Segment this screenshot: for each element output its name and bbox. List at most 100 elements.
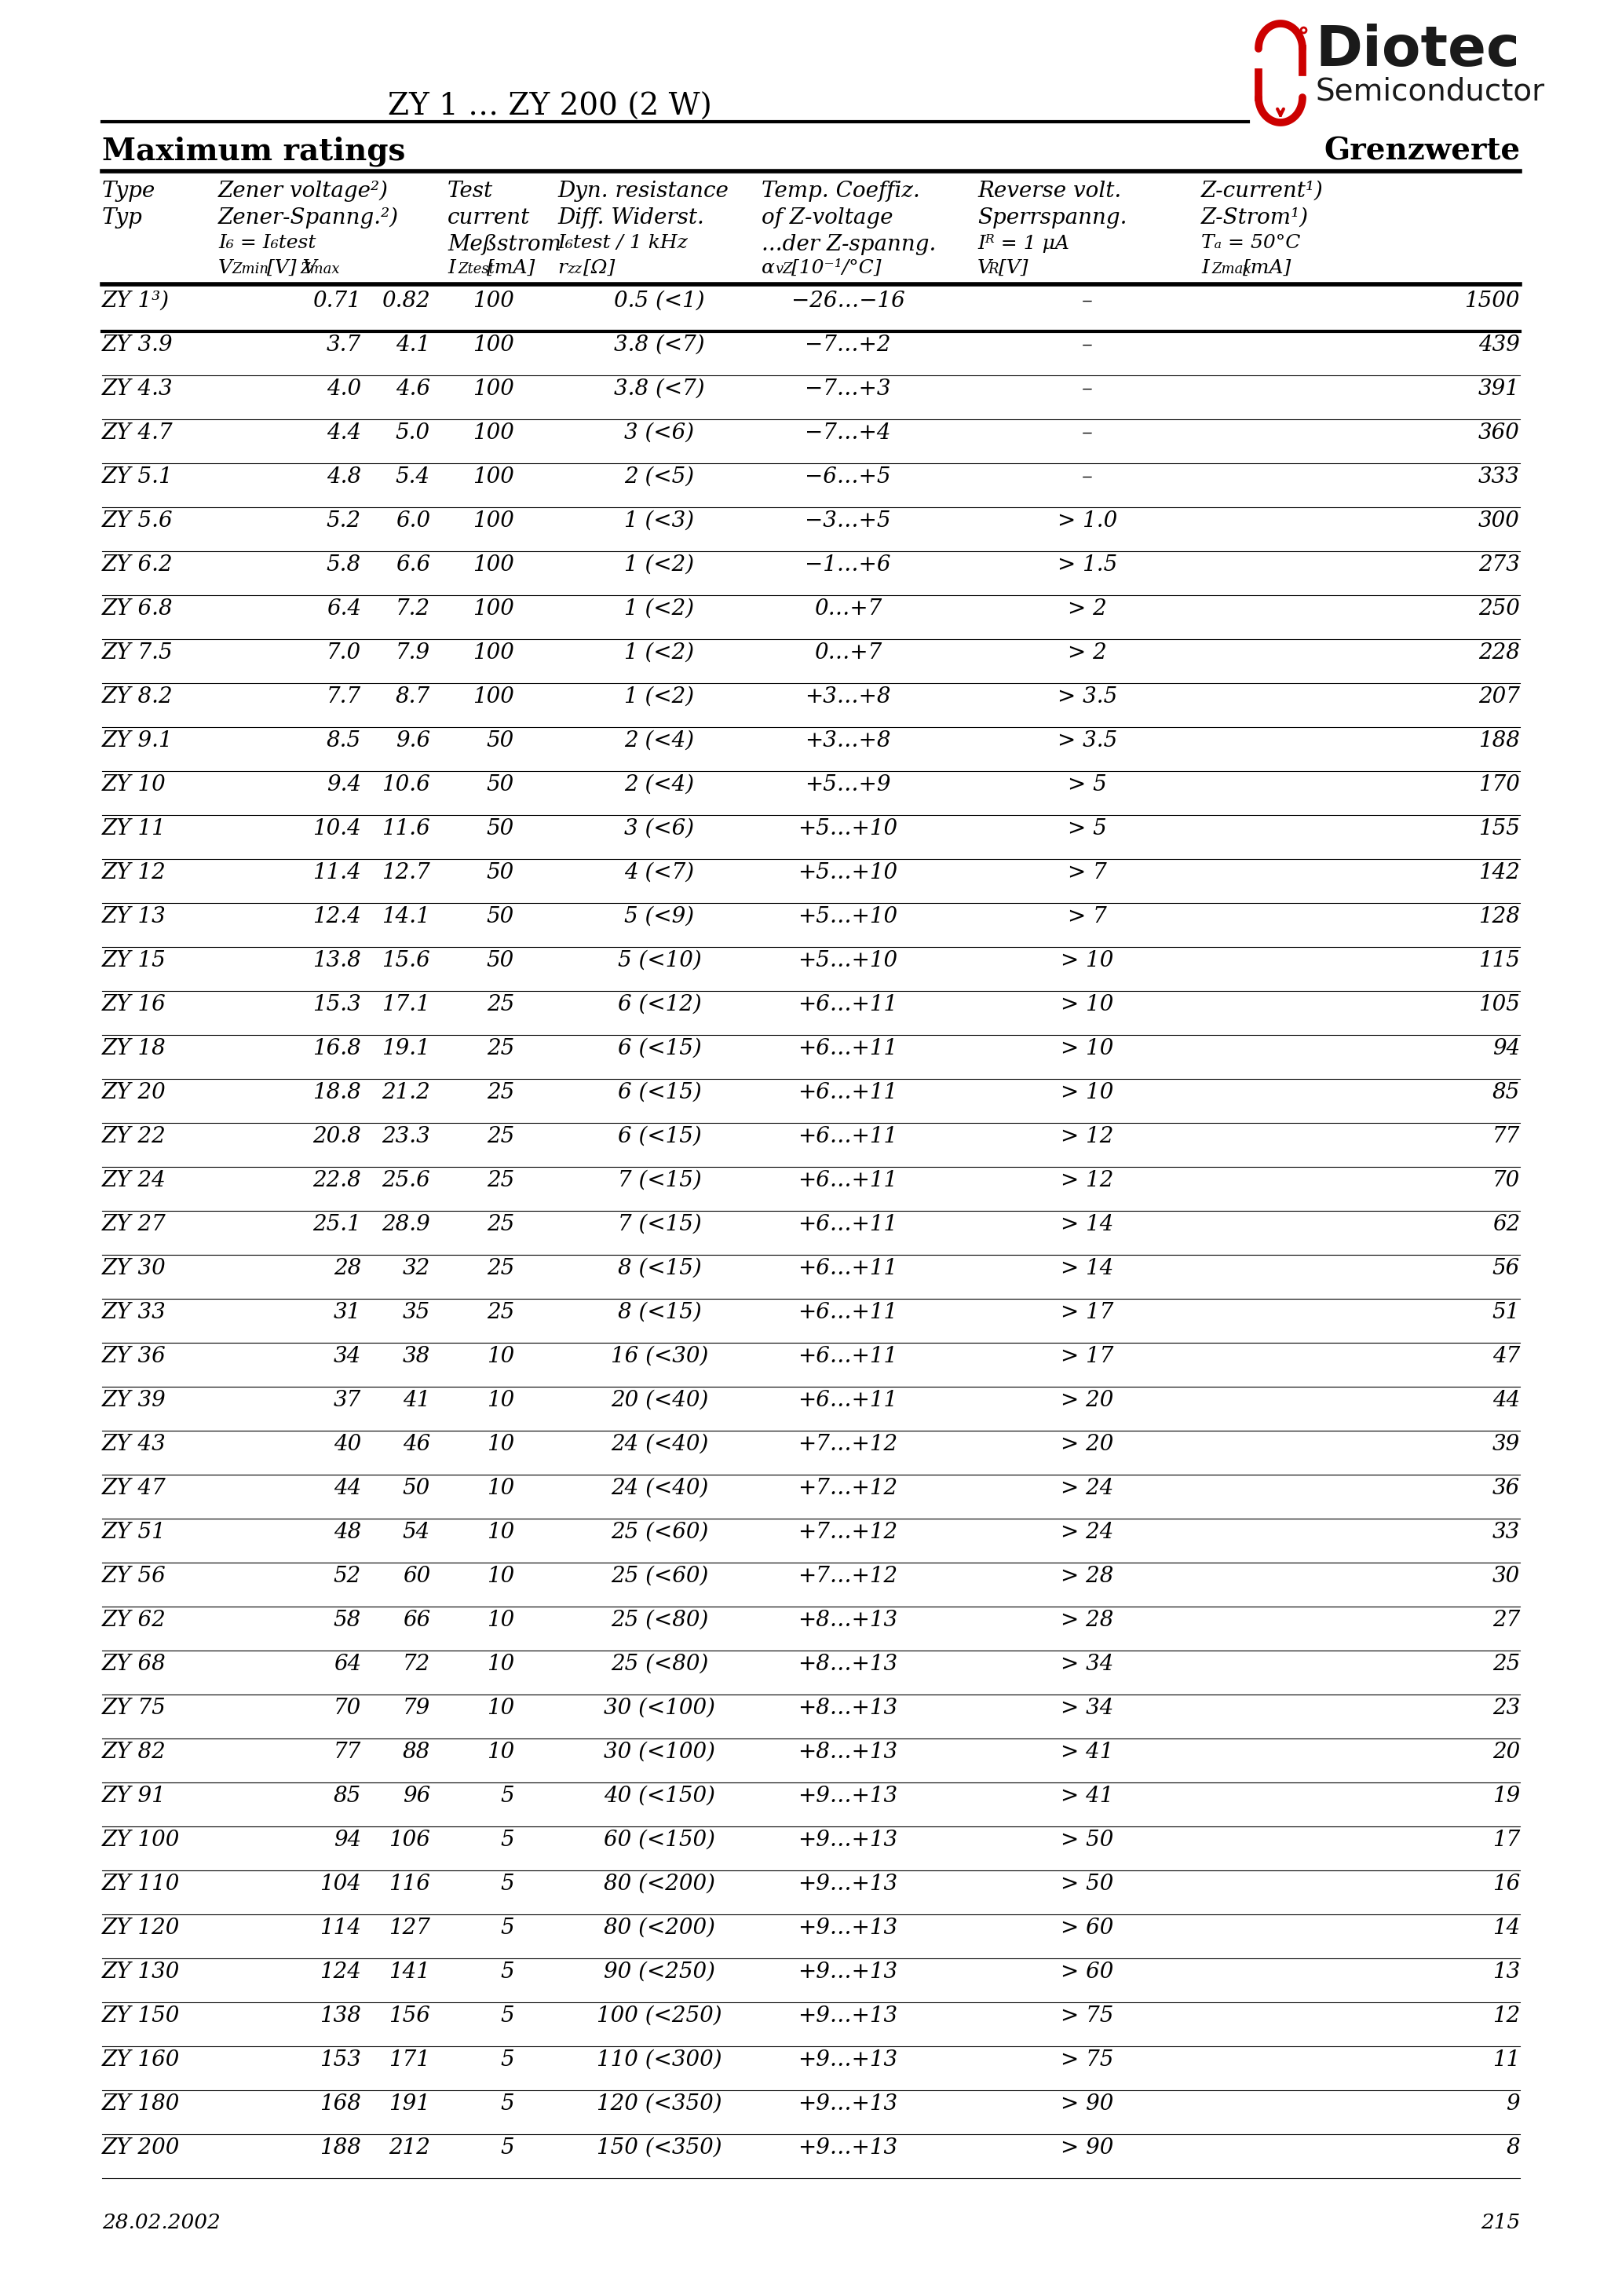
Text: 10.6: 10.6: [381, 774, 430, 794]
Text: ZY 4.3: ZY 4.3: [102, 379, 174, 400]
Text: 168: 168: [320, 2094, 362, 2115]
Text: 5: 5: [501, 1917, 514, 1938]
Text: +5…+10: +5…+10: [798, 951, 899, 971]
Text: 40 (<150): 40 (<150): [603, 1786, 715, 1807]
Text: 188: 188: [320, 2138, 362, 2158]
Text: > 7: > 7: [1067, 907, 1106, 928]
Text: ZY 68: ZY 68: [102, 1653, 165, 1674]
Text: > 12: > 12: [1061, 1171, 1114, 1192]
Text: 94: 94: [334, 1830, 362, 1851]
Text: 391: 391: [1478, 379, 1520, 400]
Text: 46: 46: [402, 1433, 430, 1456]
Text: 5: 5: [501, 2138, 514, 2158]
Text: 70: 70: [1492, 1171, 1520, 1192]
Text: zz: zz: [566, 262, 582, 276]
Text: ZY 62: ZY 62: [102, 1609, 165, 1630]
Text: 28.02.2002: 28.02.2002: [102, 2213, 221, 2232]
Text: 5.2: 5.2: [326, 510, 362, 533]
Text: 25 (<80): 25 (<80): [610, 1653, 709, 1674]
Text: Zmax: Zmax: [1212, 262, 1251, 276]
Text: [V] V: [V] V: [268, 259, 316, 278]
Text: ZY 13: ZY 13: [102, 907, 165, 928]
Text: –: –: [1082, 466, 1093, 487]
Text: 80 (<200): 80 (<200): [603, 1874, 715, 1894]
Text: 25 (<60): 25 (<60): [610, 1522, 709, 1543]
Text: 94: 94: [1492, 1038, 1520, 1058]
Text: 80 (<200): 80 (<200): [603, 1917, 715, 1938]
Text: 10: 10: [487, 1566, 514, 1587]
Text: 21.2: 21.2: [381, 1081, 430, 1104]
Text: +6…+11: +6…+11: [798, 994, 899, 1015]
Text: 60 (<150): 60 (<150): [603, 1830, 715, 1851]
Text: > 17: > 17: [1061, 1302, 1114, 1322]
Text: ZY 8.2: ZY 8.2: [102, 687, 174, 707]
Text: ZY 20: ZY 20: [102, 1081, 165, 1104]
Text: [mA]: [mA]: [487, 259, 535, 278]
Text: 100: 100: [472, 599, 514, 620]
Text: 228: 228: [1478, 643, 1520, 664]
Text: 51: 51: [1492, 1302, 1520, 1322]
Text: +3…+8: +3…+8: [805, 687, 890, 707]
Text: ZY 1³): ZY 1³): [102, 292, 170, 312]
Text: 1 (<2): 1 (<2): [624, 553, 694, 576]
Text: 10: 10: [487, 1345, 514, 1366]
Text: 100: 100: [472, 643, 514, 664]
Text: +3…+8: +3…+8: [805, 730, 890, 751]
Text: ZY 33: ZY 33: [102, 1302, 165, 1322]
Text: +6…+11: +6…+11: [798, 1258, 899, 1279]
Text: 0.71: 0.71: [313, 292, 362, 312]
Text: > 50: > 50: [1061, 1874, 1114, 1894]
Text: 17.1: 17.1: [381, 994, 430, 1015]
Text: > 14: > 14: [1061, 1258, 1114, 1279]
Text: Reverse volt.: Reverse volt.: [978, 181, 1121, 202]
Text: 7 (<15): 7 (<15): [618, 1171, 701, 1192]
Text: 12.7: 12.7: [381, 863, 430, 884]
Text: ZY 15: ZY 15: [102, 951, 165, 971]
Text: 10: 10: [487, 1522, 514, 1543]
Text: Typ: Typ: [102, 207, 143, 230]
Text: > 90: > 90: [1061, 2138, 1114, 2158]
Text: 100: 100: [472, 292, 514, 312]
Text: ZY 160: ZY 160: [102, 2050, 180, 2071]
Text: ZY 36: ZY 36: [102, 1345, 165, 1366]
Text: ZY 39: ZY 39: [102, 1389, 165, 1412]
Text: 6 (<15): 6 (<15): [618, 1081, 701, 1104]
Text: 153: 153: [320, 2050, 362, 2071]
Text: 5: 5: [501, 1961, 514, 1984]
Text: 3.8 (<7): 3.8 (<7): [615, 335, 706, 356]
Text: 250: 250: [1478, 599, 1520, 620]
Text: ZY 11: ZY 11: [102, 817, 165, 840]
Text: ...der Z-spanng.: ...der Z-spanng.: [762, 234, 936, 255]
Text: > 2: > 2: [1067, 643, 1106, 664]
Text: 120 (<350): 120 (<350): [597, 2094, 722, 2115]
Text: > 24: > 24: [1061, 1522, 1114, 1543]
Text: 32: 32: [402, 1258, 430, 1279]
Text: 54: 54: [402, 1522, 430, 1543]
Text: > 60: > 60: [1061, 1961, 1114, 1984]
Text: 6.4: 6.4: [326, 599, 362, 620]
Text: 23: 23: [1492, 1697, 1520, 1720]
Text: r: r: [558, 259, 566, 278]
Text: ZY 5.1: ZY 5.1: [102, 466, 174, 487]
Text: 50: 50: [487, 863, 514, 884]
Text: 100: 100: [472, 466, 514, 487]
Text: +7…+12: +7…+12: [798, 1522, 899, 1543]
Text: 100: 100: [472, 335, 514, 356]
Text: 66: 66: [402, 1609, 430, 1630]
Text: ZY 5.6: ZY 5.6: [102, 510, 174, 533]
Text: R: R: [988, 262, 998, 276]
Text: 33: 33: [1492, 1522, 1520, 1543]
Text: ZY 27: ZY 27: [102, 1215, 165, 1235]
Text: 273: 273: [1478, 553, 1520, 576]
Text: Z-Strom¹): Z-Strom¹): [1202, 207, 1309, 230]
Text: −1…+6: −1…+6: [805, 553, 890, 576]
Text: 7.0: 7.0: [326, 643, 362, 664]
Text: −6…+5: −6…+5: [805, 466, 890, 487]
Text: 50: 50: [487, 951, 514, 971]
Text: 8 (<15): 8 (<15): [618, 1258, 701, 1279]
Text: 142: 142: [1478, 863, 1520, 884]
Text: > 7: > 7: [1067, 863, 1106, 884]
Text: 0.82: 0.82: [381, 292, 430, 312]
Text: 3 (<6): 3 (<6): [624, 422, 694, 443]
Text: 11.6: 11.6: [381, 817, 430, 840]
